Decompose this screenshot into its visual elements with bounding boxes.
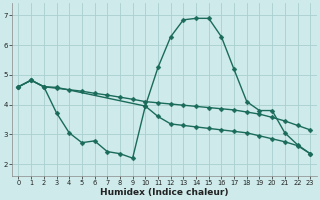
X-axis label: Humidex (Indice chaleur): Humidex (Indice chaleur) xyxy=(100,188,228,197)
